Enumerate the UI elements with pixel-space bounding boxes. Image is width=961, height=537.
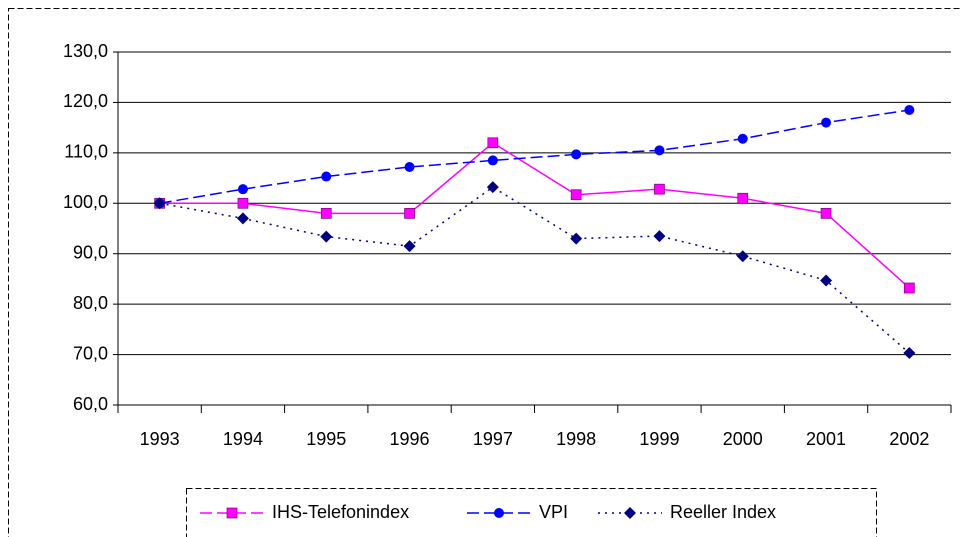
marker [904,104,915,115]
marker [903,282,915,294]
marker [487,137,499,149]
marker [320,208,332,219]
marker [321,171,332,182]
marker [820,274,833,287]
legend-label: IHS-Telefonindex [272,502,409,522]
legend-label: VPI [539,502,568,522]
marker [494,508,504,518]
marker [903,347,916,360]
x-tick-label: 1995 [306,429,346,449]
y-tick-label: 90,0 [73,242,108,262]
series-line [159,141,910,289]
x-tick-label: 1994 [223,429,263,449]
marker [737,133,748,144]
marker [404,208,415,219]
x-tick-label: 1997 [473,429,513,449]
y-tick-label: 60,0 [73,394,108,414]
marker [737,192,749,204]
marker [654,183,665,195]
marker [153,197,166,210]
marker [320,230,333,243]
marker [654,145,665,156]
chart-border [8,8,961,537]
y-tick-label: 130,0 [63,41,108,61]
marker [736,250,749,263]
marker [820,208,832,219]
legend-label: Reeller Index [670,502,776,522]
marker [237,184,248,195]
marker [570,232,583,245]
x-tick-label: 2000 [723,429,763,449]
marker [236,212,249,225]
x-tick-label: 1993 [140,429,180,449]
marker [653,230,666,243]
x-tick-label: 1999 [639,429,679,449]
y-tick-label: 100,0 [63,192,108,212]
y-tick-label: 70,0 [73,343,108,363]
marker [404,161,415,172]
marker [570,189,582,201]
marker [821,117,832,128]
marker [487,155,498,166]
marker [486,181,499,194]
y-tick-label: 120,0 [63,91,108,111]
y-tick-label: 80,0 [73,293,108,313]
x-tick-label: 2002 [889,429,929,449]
x-tick-label: 1996 [390,429,430,449]
marker [226,507,238,519]
marker [571,149,582,160]
series-line [159,186,910,354]
marker [237,197,249,209]
series-line [159,109,910,205]
legend-box [186,488,877,537]
marker [403,240,416,253]
x-tick-label: 2001 [806,429,846,449]
y-tick-label: 110,0 [64,142,108,162]
marker [624,507,636,519]
x-tick-label: 1998 [556,429,596,449]
